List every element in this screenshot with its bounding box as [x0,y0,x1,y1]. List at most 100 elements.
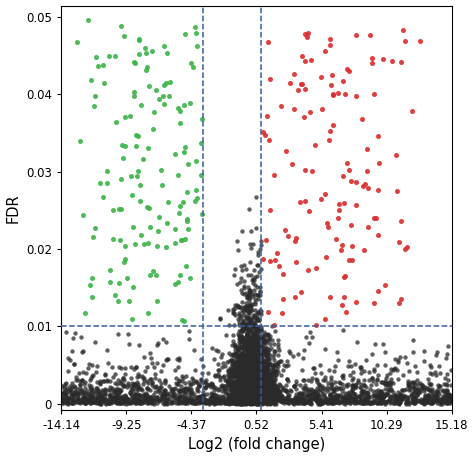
Point [266,381,273,388]
Point [246,395,254,403]
Point [264,372,272,380]
Point [235,332,243,339]
Point [86,376,94,383]
Point [180,318,188,325]
Point [292,397,299,404]
Point [133,379,141,386]
Point [235,372,243,380]
Point [376,392,384,399]
Point [259,371,267,378]
Point [253,389,261,397]
Point [252,316,260,323]
Point [203,398,210,405]
Point [335,207,343,214]
Point [242,371,250,379]
Point [248,370,256,377]
Point [240,385,247,392]
Point [233,397,241,404]
Point [244,368,251,376]
Point [146,394,153,402]
Point [239,337,246,344]
Point [246,354,254,361]
Point [235,361,243,368]
Point [424,396,431,403]
Point [143,396,150,403]
Point [264,390,271,398]
Point [245,353,253,360]
Point [258,387,265,395]
Point [198,393,206,400]
Point [259,371,267,378]
Point [246,341,254,349]
Point [251,324,259,332]
Point [233,360,240,367]
Point [125,381,132,388]
Point [245,349,252,356]
Point [340,273,347,280]
Point [254,314,261,322]
Point [150,398,158,405]
Point [319,398,327,405]
Point [247,333,255,341]
Point [192,29,200,37]
Point [381,391,388,398]
Point [228,375,236,382]
Point [274,351,282,359]
Point [239,368,246,376]
Point [253,377,260,385]
Point [254,390,261,398]
Point [271,348,278,355]
Point [249,399,256,406]
Point [340,398,347,405]
Point [241,399,249,407]
Point [263,376,271,384]
Point [237,365,245,373]
Point [186,396,193,403]
Point [399,393,407,400]
Point [244,354,251,362]
Point [126,297,133,305]
Point [253,379,260,386]
Point [235,346,243,354]
Point [180,386,188,393]
Point [253,398,260,405]
Point [243,293,251,300]
Point [254,273,261,280]
Point [246,301,254,308]
Point [236,391,244,398]
Point [263,387,271,395]
Point [263,391,270,398]
Point [242,342,249,349]
Point [91,389,99,397]
Point [240,379,248,387]
Point [266,398,273,405]
Point [266,400,274,407]
Point [241,398,248,406]
Point [393,366,401,373]
Point [240,382,248,390]
Point [254,391,262,398]
Point [361,396,368,403]
Point [434,381,442,388]
Point [254,391,261,398]
Point [137,384,144,392]
Point [117,397,125,404]
Point [120,33,128,40]
Point [217,354,225,361]
Point [251,345,258,353]
Point [238,306,246,314]
Point [394,394,402,402]
Point [414,384,422,391]
Point [267,387,275,395]
Point [409,397,417,404]
Point [243,385,250,393]
Point [345,381,352,388]
Point [233,280,241,288]
Point [141,367,149,375]
Point [246,315,254,322]
Point [237,385,244,393]
Point [105,399,112,406]
Point [241,398,249,406]
Point [221,377,228,384]
Point [366,393,374,400]
